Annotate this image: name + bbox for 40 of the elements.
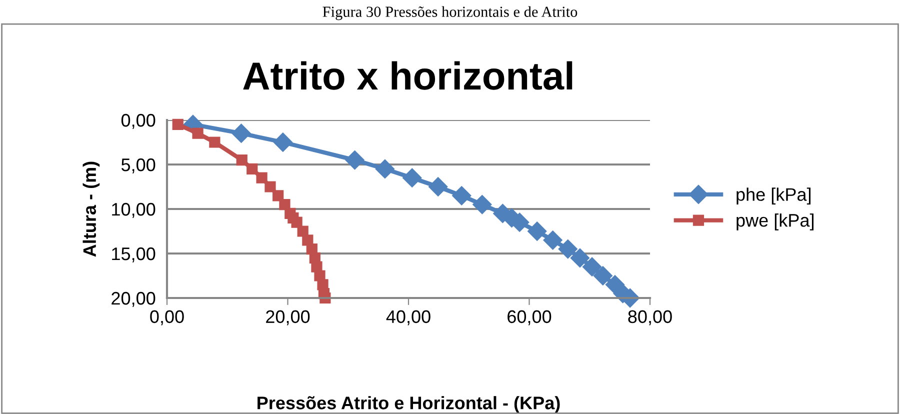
text: Figura 30 Pressões horizontais e de Atrito: [322, 6, 578, 20]
point: [246, 163, 258, 175]
y-tick-label: 20,00: [112, 292, 156, 307]
point: [582, 257, 602, 276]
point: [273, 132, 292, 152]
point: [472, 195, 492, 214]
point: [570, 248, 590, 268]
x-tick-label: 60,00: [508, 310, 552, 326]
x-tick-label: 40,00: [386, 310, 430, 326]
x-tick-label: 80,00: [628, 310, 672, 326]
chart-title: Atrito x horizontal: [243, 61, 572, 90]
point: [279, 198, 290, 210]
point: [543, 230, 562, 250]
x-axis-title: Pressões Atrito e Horizontal - (KPa): [258, 396, 560, 413]
point: [264, 181, 276, 192]
point: [452, 186, 472, 206]
point: [402, 168, 422, 188]
legend-label: pwe [kPa]: [736, 214, 814, 230]
point: [209, 136, 220, 148]
point: [297, 226, 308, 237]
point: [528, 222, 547, 241]
point: [593, 266, 612, 286]
point: [192, 128, 204, 139]
point: [256, 172, 268, 184]
point: [172, 118, 184, 130]
y-tick-label: 0,00: [121, 114, 156, 129]
point: [428, 177, 448, 196]
y-tick-label: 15,00: [112, 247, 156, 262]
point: [558, 240, 578, 259]
x-tick-label: 0,00: [150, 310, 184, 326]
y-tick-label: 5,00: [121, 158, 156, 174]
point: [345, 150, 364, 170]
point: [236, 154, 248, 166]
point: [232, 124, 251, 143]
y-axis-title: Altura - (m): [82, 162, 100, 257]
y-tick-label: 10,00: [112, 202, 156, 218]
point: [375, 159, 394, 178]
x-tick-label: 20,00: [266, 310, 310, 326]
legend-label: phe [kPa]: [736, 188, 810, 204]
point: [272, 190, 284, 202]
